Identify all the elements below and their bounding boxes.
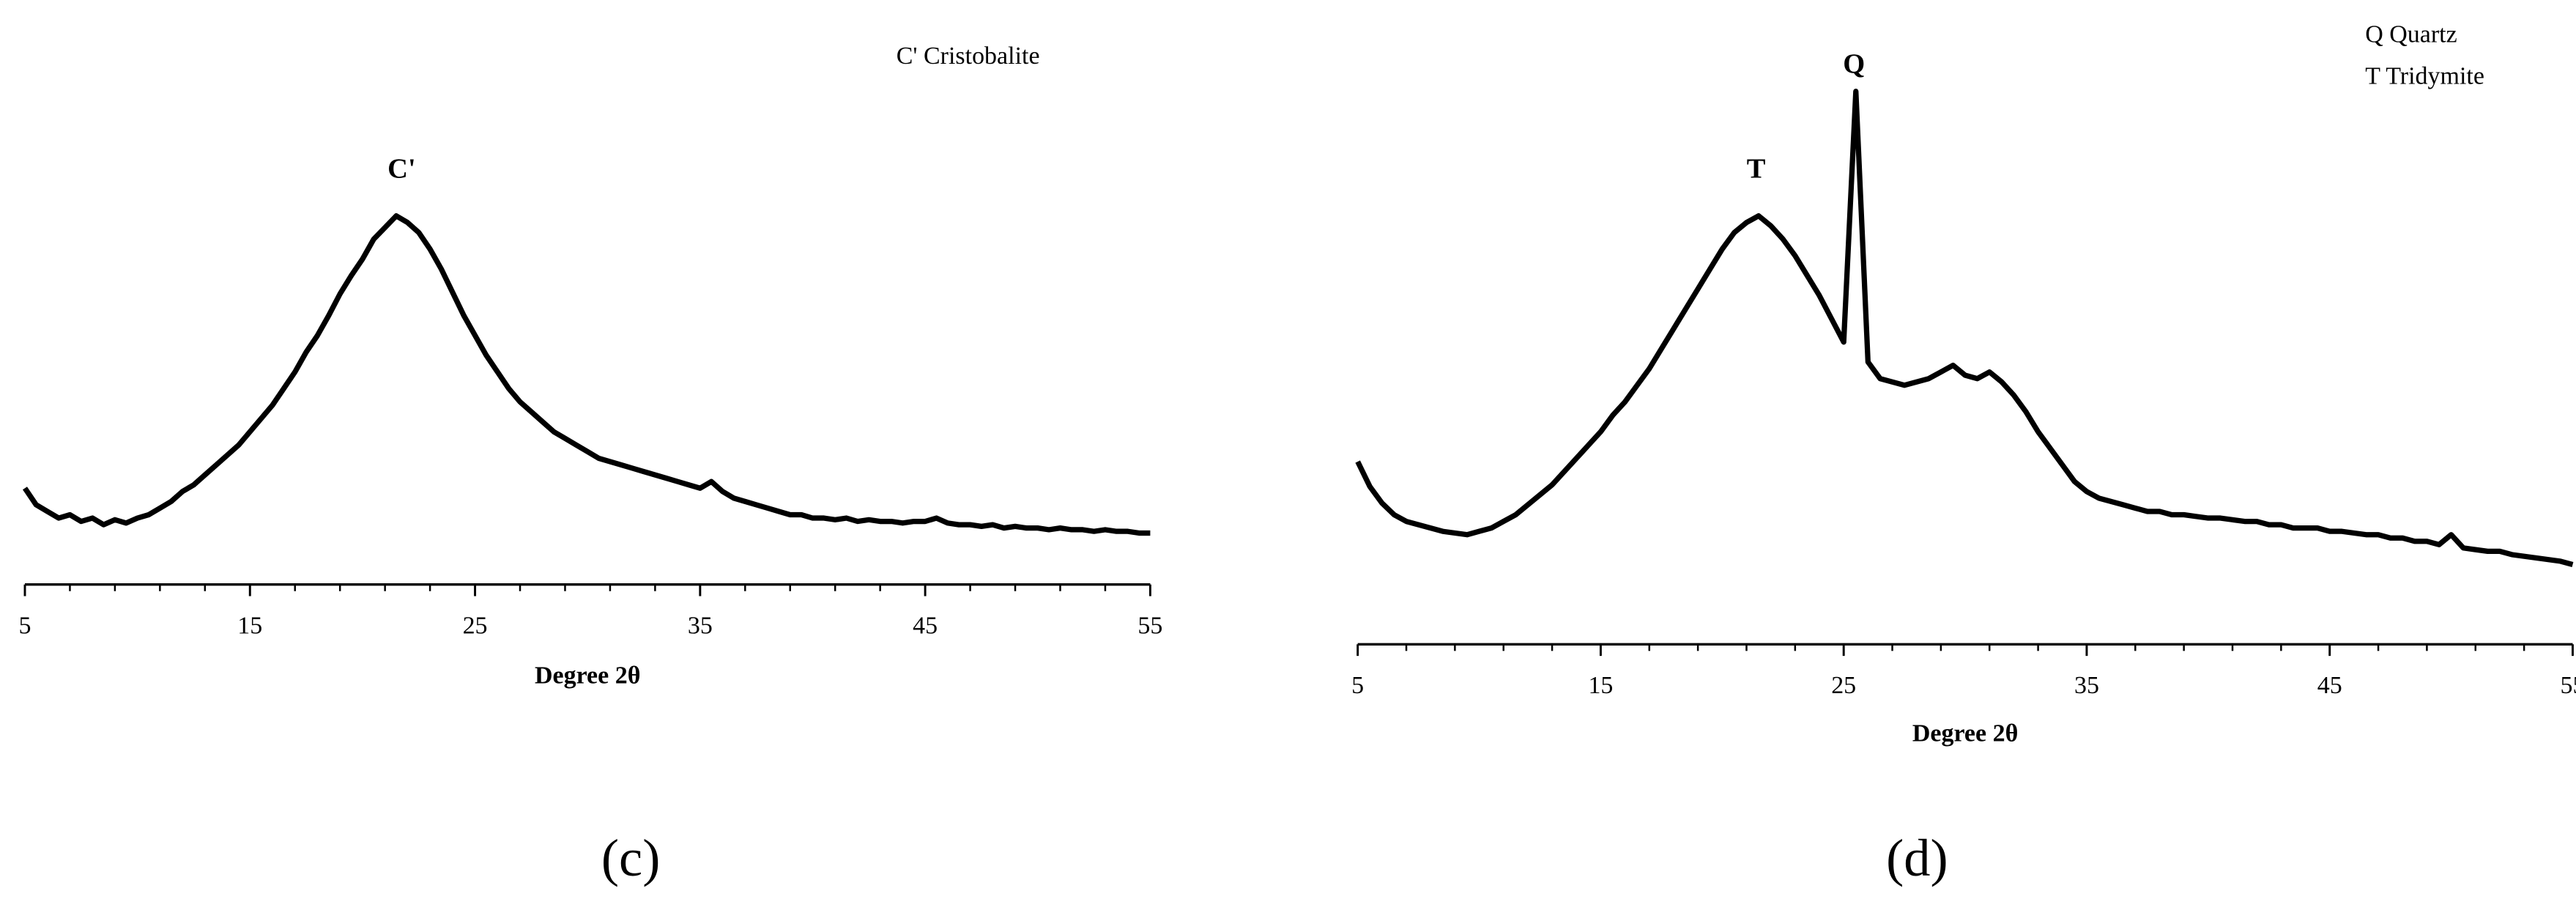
x-tick-label: 15 bbox=[237, 612, 262, 639]
legend-entry: Q Quartz bbox=[2365, 21, 2457, 48]
x-tick-label: 35 bbox=[2074, 672, 2099, 699]
x-tick-label: 55 bbox=[2560, 672, 2576, 699]
peak-annotation: T bbox=[1747, 153, 1766, 184]
peak-annotation: Q bbox=[1843, 49, 1865, 80]
x-tick-label: 25 bbox=[1831, 672, 1856, 699]
x-axis-label: Degree 2θ bbox=[535, 662, 640, 689]
x-axis-label: Degree 2θ bbox=[1912, 720, 2018, 747]
panel-label: (c) bbox=[601, 828, 660, 887]
peak-annotation: C' bbox=[387, 153, 416, 184]
legend-entry: C' Cristobalite bbox=[897, 42, 1040, 70]
x-tick-label: 5 bbox=[18, 612, 31, 639]
x-tick-label: 25 bbox=[463, 612, 488, 639]
x-tick-label: 45 bbox=[913, 612, 938, 639]
panel-label: (d) bbox=[1886, 828, 1948, 887]
x-tick-label: 55 bbox=[1137, 612, 1162, 639]
x-tick-label: 5 bbox=[1351, 672, 1364, 699]
x-tick-label: 45 bbox=[2317, 672, 2342, 699]
xrd-pattern bbox=[22, 212, 1151, 536]
x-tick-label: 35 bbox=[688, 612, 713, 639]
legend-entry: T Tridymite bbox=[2365, 62, 2484, 89]
x-tick-label: 15 bbox=[1588, 672, 1613, 699]
xrd-pattern bbox=[1355, 89, 2574, 567]
